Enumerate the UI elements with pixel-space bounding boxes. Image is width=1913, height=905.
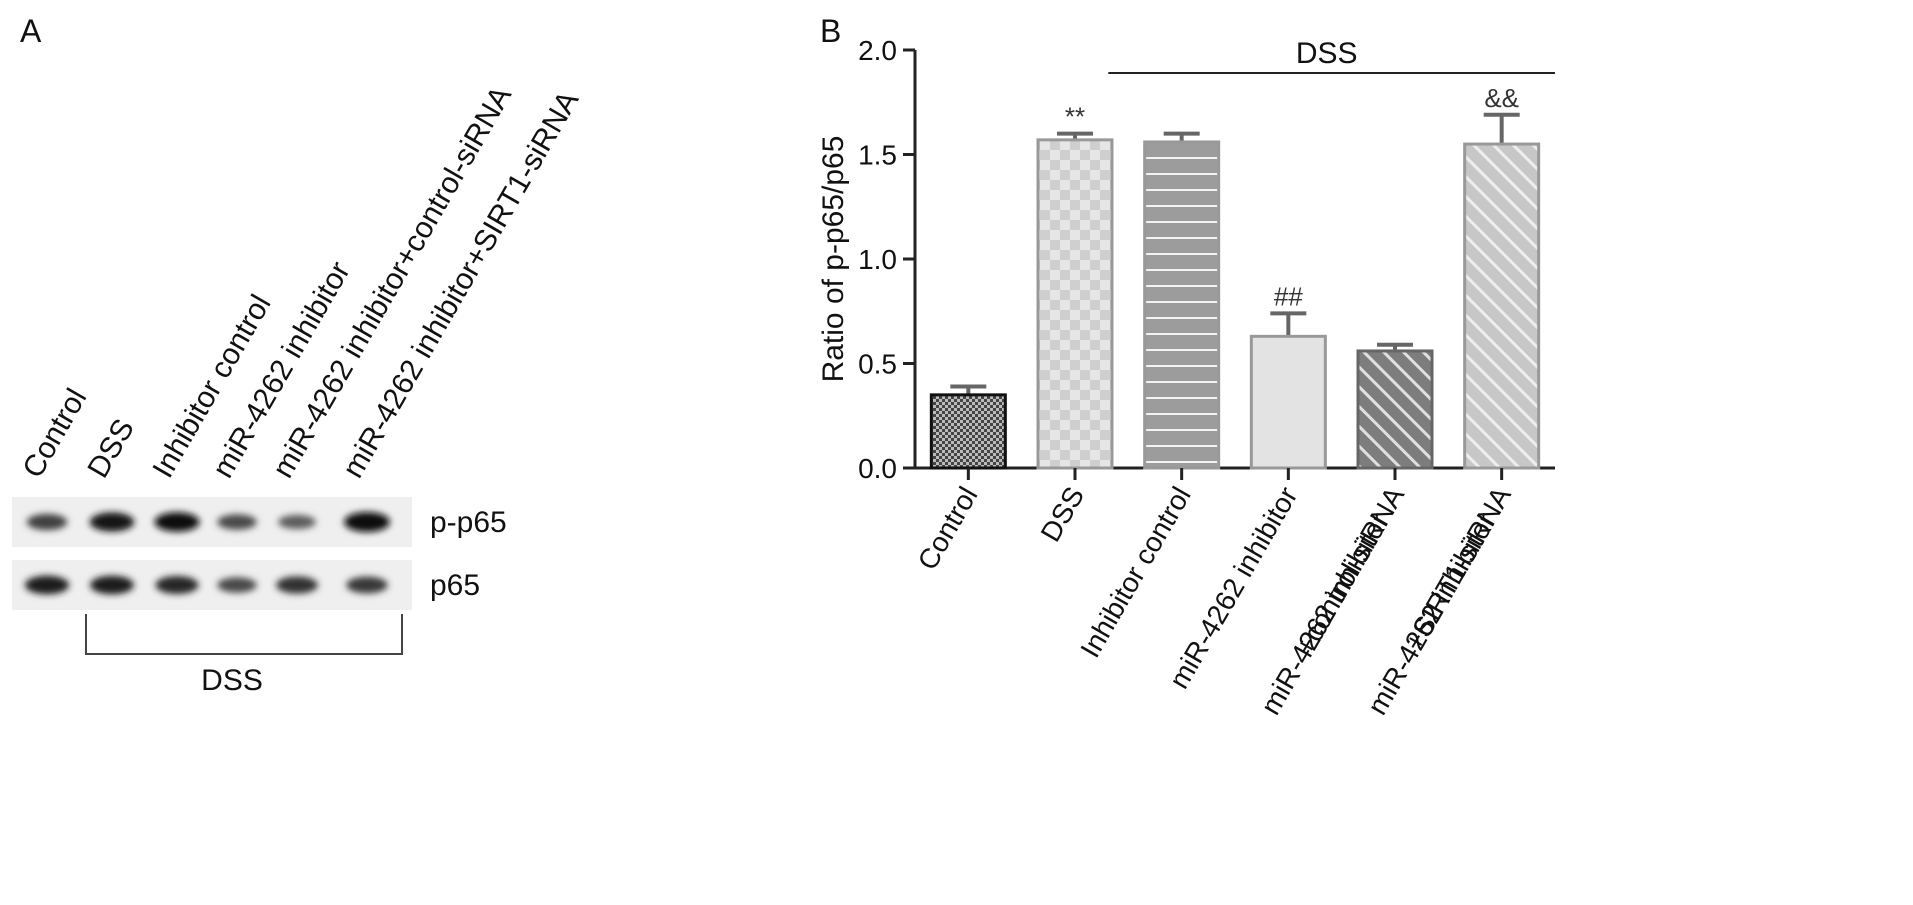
x-tick-label: Inhibitor control [1074, 482, 1197, 663]
blot-band [89, 512, 135, 532]
blot-band [217, 514, 257, 530]
dss-bracket-label: DSS [201, 664, 263, 697]
significance-label: ## [1274, 281, 1303, 311]
panel-letter-b: B [820, 13, 841, 49]
blot-band [344, 512, 390, 532]
bar [1356, 349, 1434, 470]
y-tick-label: 2.0 [858, 35, 897, 66]
significance-label: ** [1065, 102, 1085, 132]
lane-label: DSS [81, 414, 140, 484]
x-tick-label: Control [912, 482, 984, 576]
y-tick-label: 1.5 [858, 140, 897, 171]
dss-bracket [85, 614, 403, 655]
bar [1463, 142, 1541, 470]
blot-band [217, 577, 257, 593]
dss-group-label: DSS [1296, 37, 1358, 70]
blot-band [346, 576, 388, 594]
y-tick-label: 1.0 [858, 244, 897, 275]
y-tick-label: 0.0 [858, 453, 897, 484]
lane-label: Control [16, 383, 93, 483]
bar-chart: 0.0 0.5 1.0 1.5 2.0 Ratio of p-p65/p65 Control… [817, 35, 1555, 720]
blot-band [154, 512, 200, 532]
blot-row-label: p-p65 [430, 506, 507, 539]
y-tick-label: 0.5 [858, 349, 897, 380]
x-tick-label: DSS [1035, 482, 1091, 547]
x-tick-label: +control-siRNA [1289, 481, 1411, 661]
blot-band [278, 514, 316, 530]
x-tick-label: +SIRT1-siRNA [1398, 481, 1517, 656]
blot-band [155, 576, 199, 594]
significance-label: && [1484, 83, 1519, 113]
blot-band [26, 513, 68, 531]
y-axis-title: Ratio of p-p65/p65 [817, 136, 850, 383]
blot-band [89, 575, 135, 595]
blot-row-label: p65 [430, 569, 480, 602]
bar [1249, 334, 1327, 470]
bar [1143, 140, 1221, 470]
bar [929, 393, 1007, 470]
blot-strip [12, 560, 412, 610]
blot-band [24, 575, 70, 595]
blot-band [275, 576, 319, 594]
bar [1036, 138, 1114, 470]
panel-letter-a: A [20, 13, 42, 49]
